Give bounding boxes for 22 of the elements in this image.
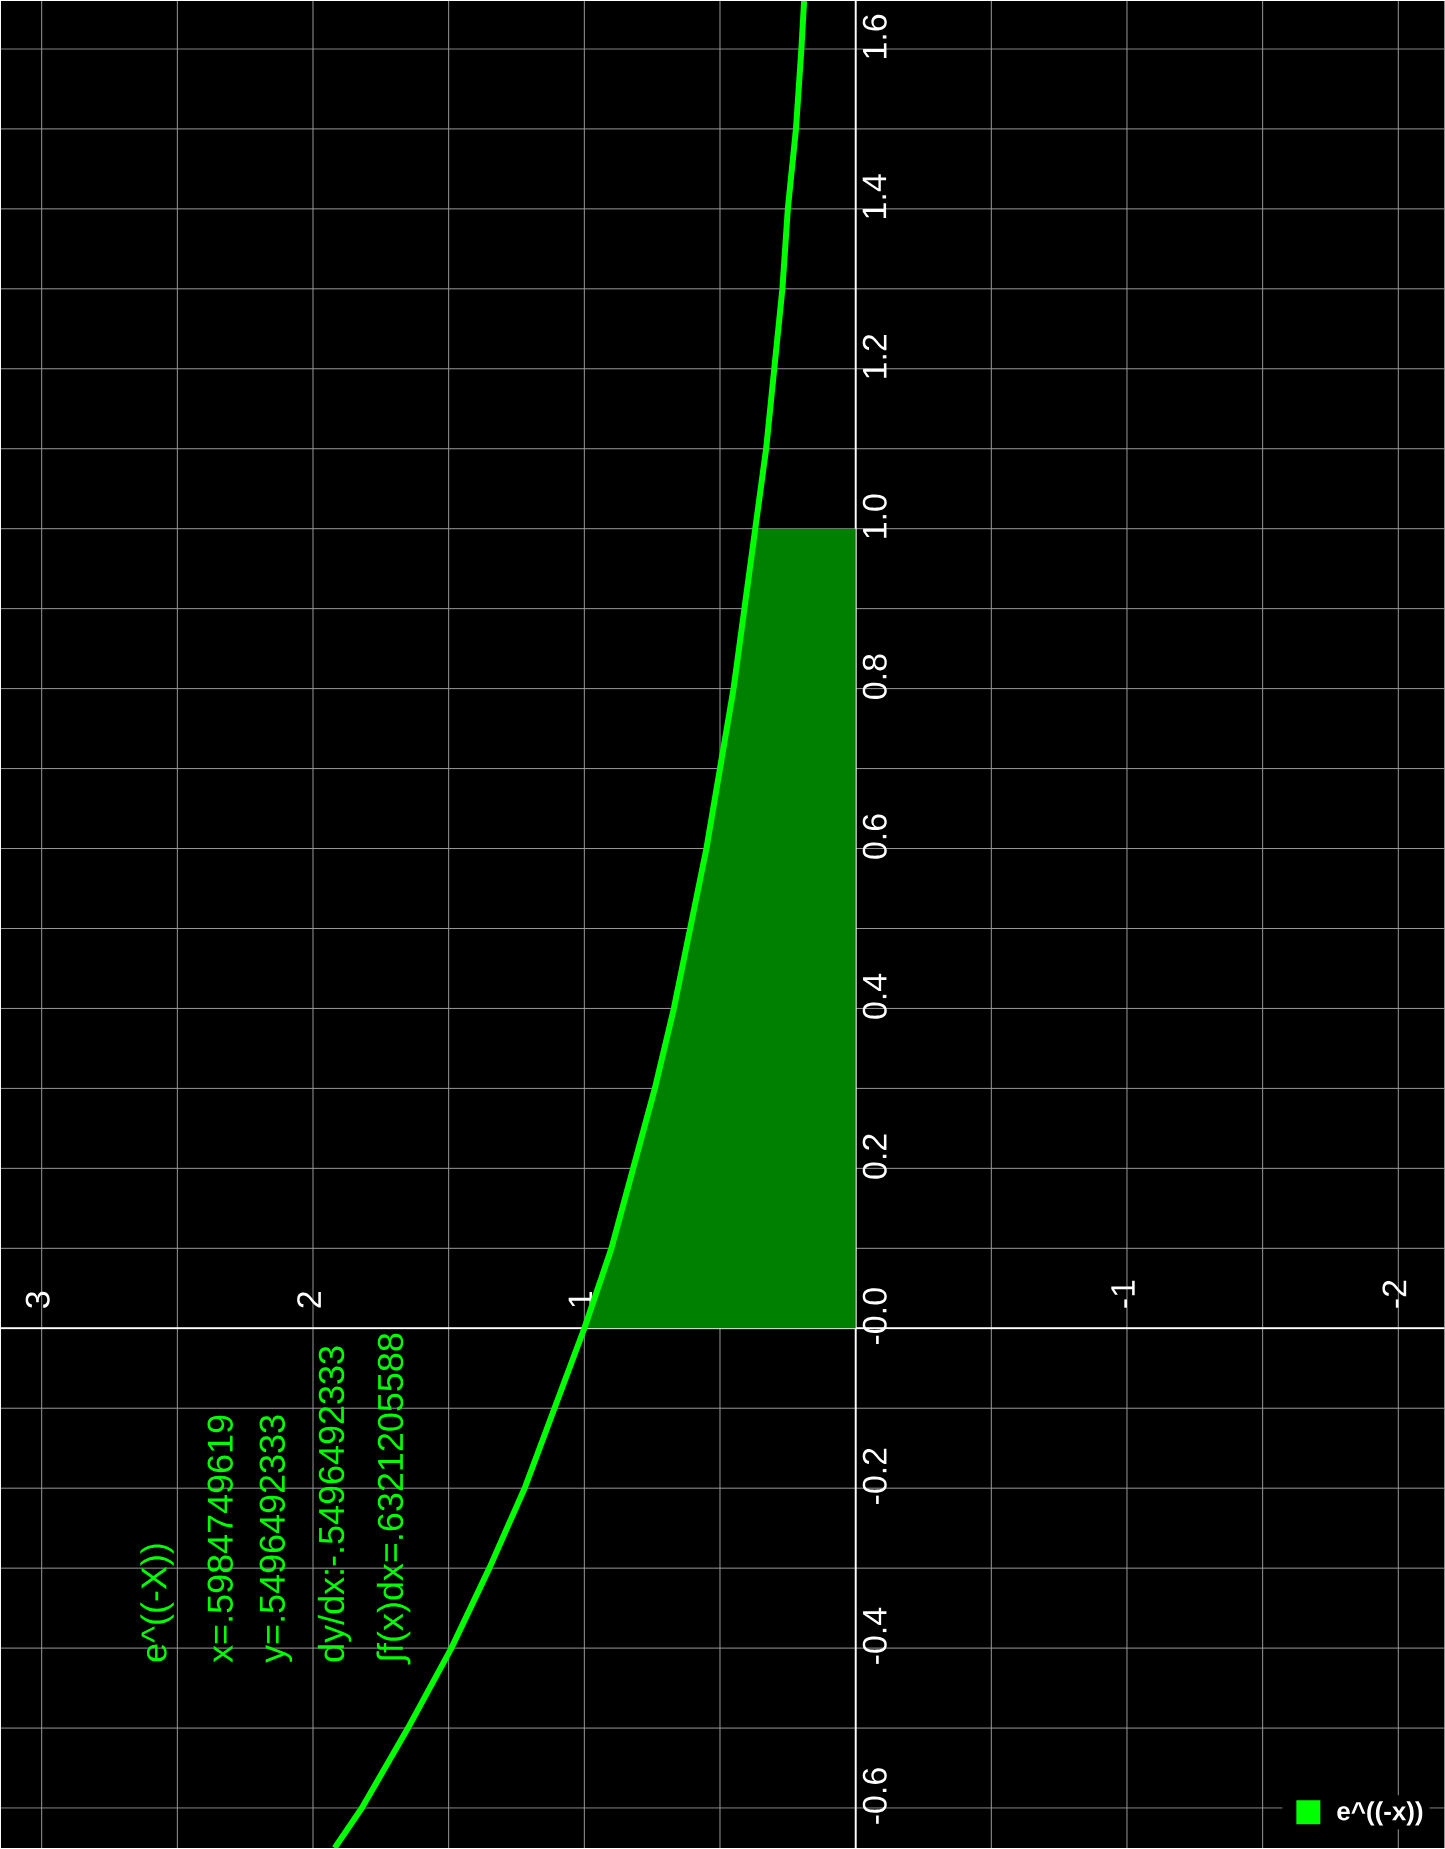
y-tick-label: 0.6 bbox=[862, 814, 887, 859]
y-tick-label: 1.2 bbox=[862, 334, 887, 378]
y-tick-label: 1.4 bbox=[862, 174, 886, 218]
y-tick-label: 0.4 bbox=[862, 973, 887, 1019]
annotation: dy/dx:-.5496492333 bbox=[317, 1346, 352, 1662]
x-tick-label: -1 bbox=[1111, 1280, 1135, 1308]
x-tick-label: 2 bbox=[296, 1292, 321, 1308]
y-tick-label: 1.0 bbox=[862, 494, 887, 538]
y-tick-label: 0.2 bbox=[862, 1134, 887, 1179]
annotation: x=.5984749619 bbox=[207, 1415, 233, 1663]
annotation: y=.5496492333 bbox=[259, 1415, 292, 1663]
legend-label: e^((-x)) bbox=[1337, 1801, 1423, 1826]
y-tick-label: -0.0 bbox=[862, 1288, 887, 1345]
annotation: ∫f(x)dx=.6321205588 bbox=[376, 1333, 411, 1665]
y-tick-label: 0.8 bbox=[862, 654, 887, 699]
annotation: e^((-X)) bbox=[140, 1544, 174, 1662]
x-tick-label: -2 bbox=[1382, 1280, 1406, 1308]
x-tick-label: 3 bbox=[25, 1291, 50, 1308]
y-tick-label: 1.6 bbox=[862, 14, 887, 58]
y-tick-label: -0.2 bbox=[862, 1448, 887, 1504]
y-tick-label: -0.6 bbox=[862, 1768, 887, 1824]
y-tick-label: -0.4 bbox=[862, 1607, 887, 1664]
